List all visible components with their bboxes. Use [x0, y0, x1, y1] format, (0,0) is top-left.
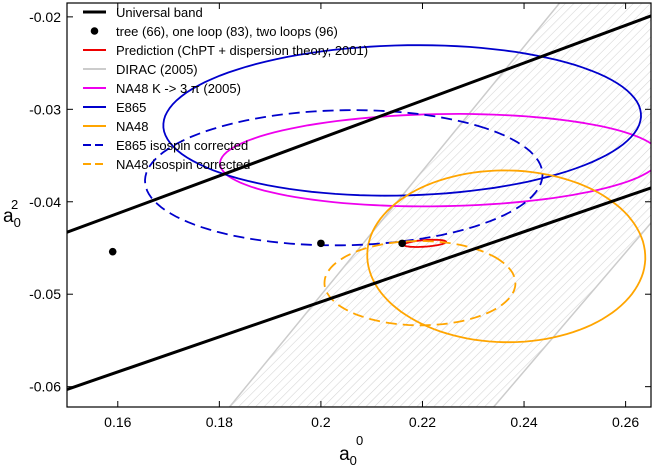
axes: 0.16 0.18 0.2 0.22 0.24 0.26 -0.06 -0.05 -0.04 -0… — [29, 3, 651, 430]
data-point-1 — [108, 247, 117, 256]
y-axis-title-sup: 2 — [11, 197, 18, 212]
x-tick-label: 0.18 — [206, 414, 233, 430]
x-tick-label: 0.24 — [510, 414, 537, 430]
data-point-3 — [398, 239, 406, 248]
y-tick-label: -0.03 — [29, 101, 61, 117]
legend-label: Universal band — [116, 5, 203, 20]
y-tick-label: -0.05 — [29, 286, 61, 302]
y-axis-title-base: a — [3, 206, 14, 227]
x-axis-title-sub: 0 — [350, 453, 357, 467]
y-axis-title-sub: 0 — [14, 215, 21, 230]
legend: Universal band tree (66), one loop (83), … — [83, 5, 368, 172]
legend-label: NA48 K -> 3 π (2005) — [116, 81, 241, 96]
legend-label: E865 — [116, 100, 146, 115]
legend-marker — [90, 27, 99, 35]
y-axis-title: a0 2 — [3, 197, 21, 230]
x-axis-title-base: a — [339, 444, 350, 465]
y-tick-label: -0.02 — [29, 9, 61, 25]
ellipse-3 — [162, 44, 642, 197]
legend-label: tree (66), one loop (83), two loops (96) — [116, 24, 338, 39]
plot-area — [67, 3, 651, 407]
legend-label: E865 isospin corrected — [116, 138, 248, 153]
dirac-band — [228, 3, 651, 407]
ellipse-2 — [219, 112, 651, 208]
legend-label: DIRAC (2005) — [116, 62, 198, 77]
svg-text:a0: a0 — [339, 444, 357, 467]
ellipse-6 — [323, 240, 517, 327]
svg-text:a0: a0 — [3, 206, 21, 230]
legend-label: Prediction (ChPT + dispersion theory, 20… — [116, 43, 368, 58]
x-tick-label: 0.16 — [104, 414, 131, 430]
x-tick-label: 0.2 — [311, 414, 331, 430]
legend-label: NA48 isospin corrected — [116, 157, 250, 172]
x-tick-label: 0.26 — [612, 414, 639, 430]
ellipse-5 — [144, 109, 544, 247]
x-axis-title-sup: 0 — [356, 433, 363, 448]
y-tick-label: -0.04 — [29, 194, 61, 210]
x-axis-title: a0 0 — [339, 433, 363, 467]
ellipse-4 — [366, 169, 647, 344]
universal-band-upper — [67, 14, 651, 234]
data-point-2 — [317, 239, 325, 248]
universal-band-lower — [67, 186, 651, 391]
plot-frame — [66, 2, 652, 408]
y-tick-label: -0.06 — [29, 379, 61, 395]
x-tick-label: 0.22 — [409, 414, 436, 430]
legend-label: NA48 — [116, 119, 149, 134]
